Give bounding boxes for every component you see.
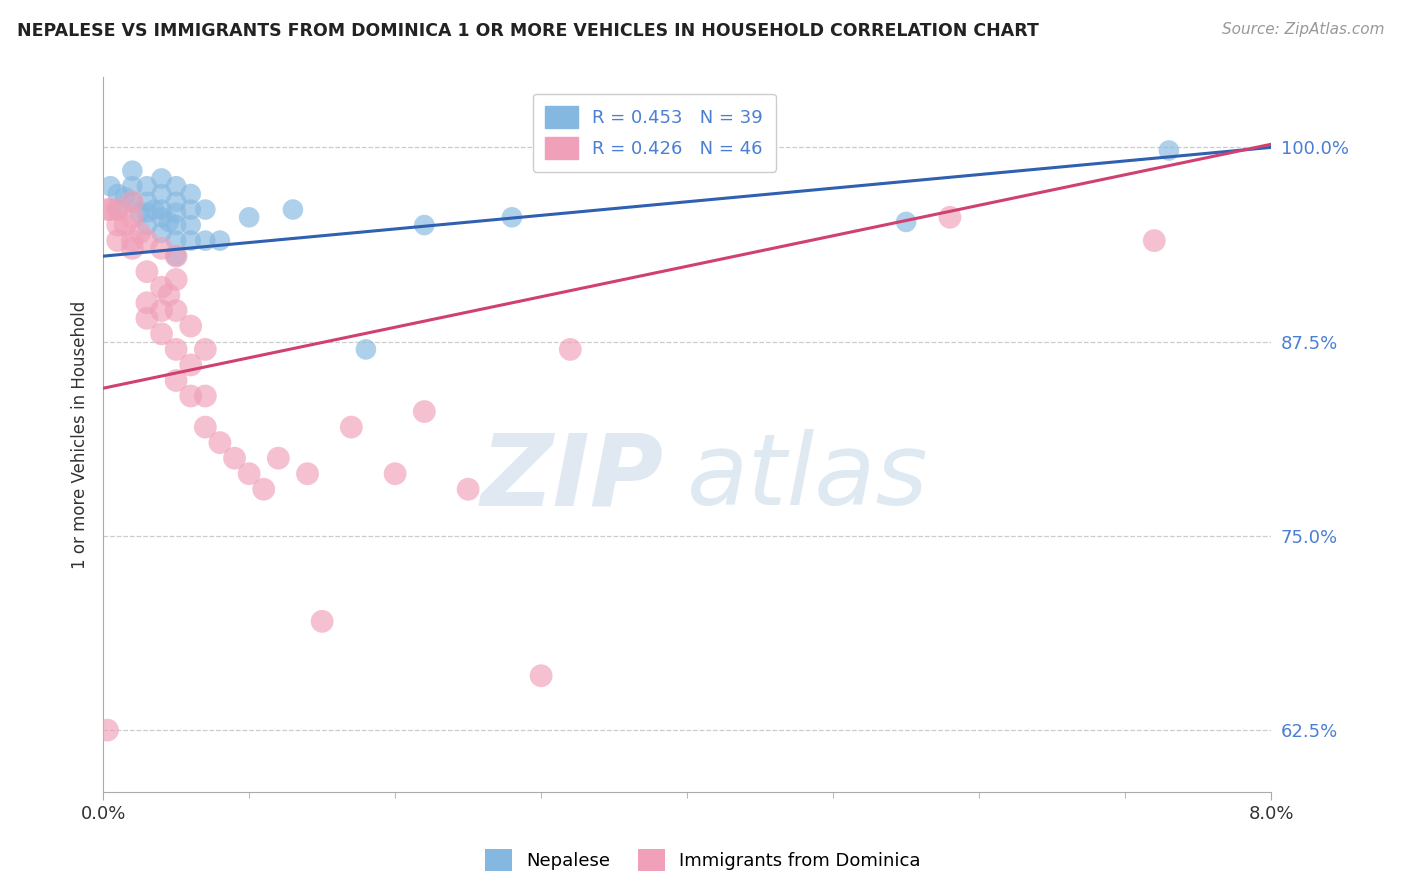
Point (165, 343, 187, 357)
Point (136, 311, 159, 326)
Y-axis label: 1 or more Vehicles in Household: 1 or more Vehicles in Household (72, 301, 89, 569)
Point (560, 343, 582, 357)
Point (340, 420, 363, 434)
Point (114, 190, 136, 204)
Point (165, 205, 187, 219)
Point (413, 218, 436, 232)
Point (150, 303, 173, 318)
Point (114, 218, 136, 232)
Point (253, 482, 276, 496)
Point (150, 211, 173, 225)
Point (238, 467, 260, 481)
Point (136, 194, 159, 209)
Point (121, 194, 143, 209)
Point (157, 288, 180, 302)
Point (194, 389, 217, 403)
Point (1143, 234, 1166, 248)
Point (96, 202, 118, 217)
Point (165, 218, 187, 232)
Point (894, 215, 917, 229)
Point (150, 202, 173, 217)
Point (121, 179, 143, 194)
Point (180, 234, 202, 248)
Point (165, 234, 187, 248)
Point (180, 389, 202, 403)
Point (165, 249, 187, 263)
Point (150, 171, 173, 186)
Point (121, 194, 143, 209)
Legend: R = 0.453   N = 39, R = 0.426   N = 46: R = 0.453 N = 39, R = 0.426 N = 46 (533, 94, 776, 172)
Point (136, 265, 159, 279)
Point (180, 186, 202, 201)
Point (165, 249, 187, 263)
Point (501, 211, 523, 225)
Text: ZIP: ZIP (481, 429, 664, 526)
Point (208, 234, 231, 248)
Point (194, 420, 217, 434)
Point (311, 615, 333, 629)
Point (121, 241, 143, 255)
Point (208, 435, 231, 450)
Point (121, 211, 143, 225)
Point (194, 202, 217, 217)
Text: atlas: atlas (688, 429, 929, 526)
Point (136, 295, 159, 310)
Point (107, 234, 129, 248)
Point (165, 179, 187, 194)
Point (180, 358, 202, 372)
Point (100, 202, 122, 217)
Point (530, 669, 553, 683)
Point (457, 482, 479, 496)
Point (150, 326, 173, 341)
Point (224, 451, 246, 466)
Point (136, 218, 159, 232)
Point (150, 241, 173, 255)
Point (96, 723, 118, 738)
Point (165, 272, 187, 286)
Point (136, 205, 159, 219)
Point (165, 303, 187, 318)
Point (121, 163, 143, 178)
Point (121, 234, 143, 248)
Legend: Nepalese, Immigrants from Dominica: Nepalese, Immigrants from Dominica (478, 842, 928, 879)
Point (128, 205, 150, 219)
Text: NEPALESE VS IMMIGRANTS FROM DOMINICA 1 OR MORE VEHICLES IN HOUSEHOLD CORRELATION: NEPALESE VS IMMIGRANTS FROM DOMINICA 1 O… (17, 22, 1039, 40)
Point (939, 211, 962, 225)
Point (413, 404, 436, 418)
Point (107, 186, 129, 201)
Point (157, 215, 180, 229)
Point (297, 467, 319, 481)
Point (165, 374, 187, 388)
Point (136, 234, 159, 248)
Point (267, 451, 290, 466)
Point (107, 202, 129, 217)
Point (150, 280, 173, 294)
Text: Source: ZipAtlas.com: Source: ZipAtlas.com (1222, 22, 1385, 37)
Point (136, 179, 159, 194)
Point (1157, 144, 1180, 158)
Point (143, 202, 166, 217)
Point (384, 467, 406, 481)
Point (281, 202, 304, 217)
Point (180, 218, 202, 232)
Point (107, 218, 129, 232)
Point (354, 343, 377, 357)
Point (165, 194, 187, 209)
Point (150, 186, 173, 201)
Point (180, 202, 202, 217)
Point (150, 226, 173, 240)
Point (100, 179, 122, 194)
Point (194, 234, 217, 248)
Point (194, 343, 217, 357)
Point (128, 226, 150, 240)
Point (238, 211, 260, 225)
Point (180, 319, 202, 334)
Point (107, 202, 129, 217)
